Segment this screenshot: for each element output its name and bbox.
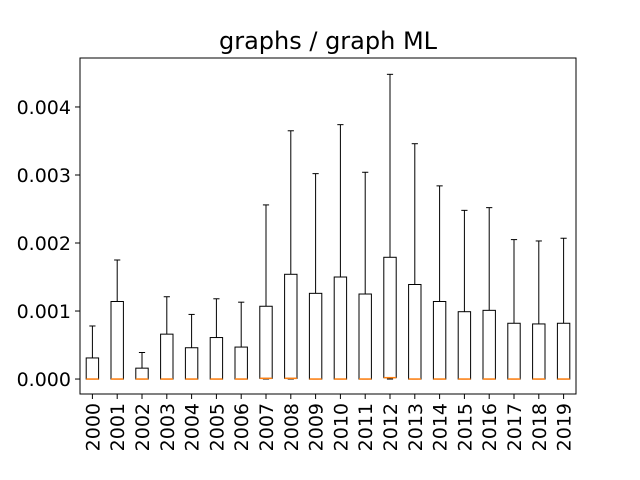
box <box>234 346 248 380</box>
box <box>209 337 224 380</box>
x-tick-label: 2017 <box>504 403 526 451</box>
box <box>432 300 447 380</box>
box <box>259 305 273 379</box>
x-tick-label: 2013 <box>405 403 427 451</box>
box <box>333 276 348 380</box>
x-tick-label: 2015 <box>454 403 476 451</box>
box <box>507 322 521 380</box>
box <box>284 273 298 379</box>
x-tick-label: 2011 <box>355 403 377 451</box>
y-tick-label: 0.000 <box>17 369 71 391</box>
y-tick-label: 0.002 <box>17 233 71 255</box>
x-tick-label: 2009 <box>306 403 328 451</box>
plot-area <box>79 57 577 395</box>
box <box>482 309 496 380</box>
x-tick-label: 2008 <box>281 403 303 451</box>
plot-frame <box>79 57 577 395</box>
box <box>308 292 323 380</box>
box <box>556 322 571 380</box>
box <box>532 323 546 380</box>
y-tick-label: 0.004 <box>17 97 71 119</box>
chart-title: graphs / graph ML <box>219 27 438 55</box>
x-tick-label: 2001 <box>107 403 129 451</box>
box <box>160 333 174 380</box>
box <box>408 283 422 380</box>
box <box>85 357 100 380</box>
box <box>383 256 397 379</box>
x-tick-label: 2019 <box>554 403 576 451</box>
box <box>135 367 149 380</box>
box <box>110 300 124 380</box>
x-tick-label: 2012 <box>380 403 402 451</box>
x-tick-label: 2018 <box>529 403 551 451</box>
box <box>358 293 372 380</box>
x-axis: 2000 2001 2002 2003 2004 2005 2006 2007 2008 2009… <box>82 394 576 451</box>
y-tick-label: 0.001 <box>17 301 71 323</box>
y-tick-label: 0.003 <box>17 165 71 187</box>
x-tick-label: 2016 <box>479 403 501 451</box>
x-tick-label: 2007 <box>256 403 278 451</box>
box <box>457 311 472 380</box>
x-tick-label: 2014 <box>430 403 452 451</box>
x-tick-label: 2005 <box>206 403 228 451</box>
x-tick-label: 2002 <box>132 403 154 451</box>
x-tick-label: 2006 <box>231 403 253 451</box>
box <box>184 347 199 380</box>
x-tick-label: 2000 <box>82 403 104 451</box>
x-tick-label: 2003 <box>157 403 179 451</box>
x-tick-label: 2010 <box>330 403 352 451</box>
x-tick-label: 2004 <box>182 403 204 451</box>
y-axis: 0.000 0.001 0.002 0.003 0.004 <box>17 97 80 391</box>
